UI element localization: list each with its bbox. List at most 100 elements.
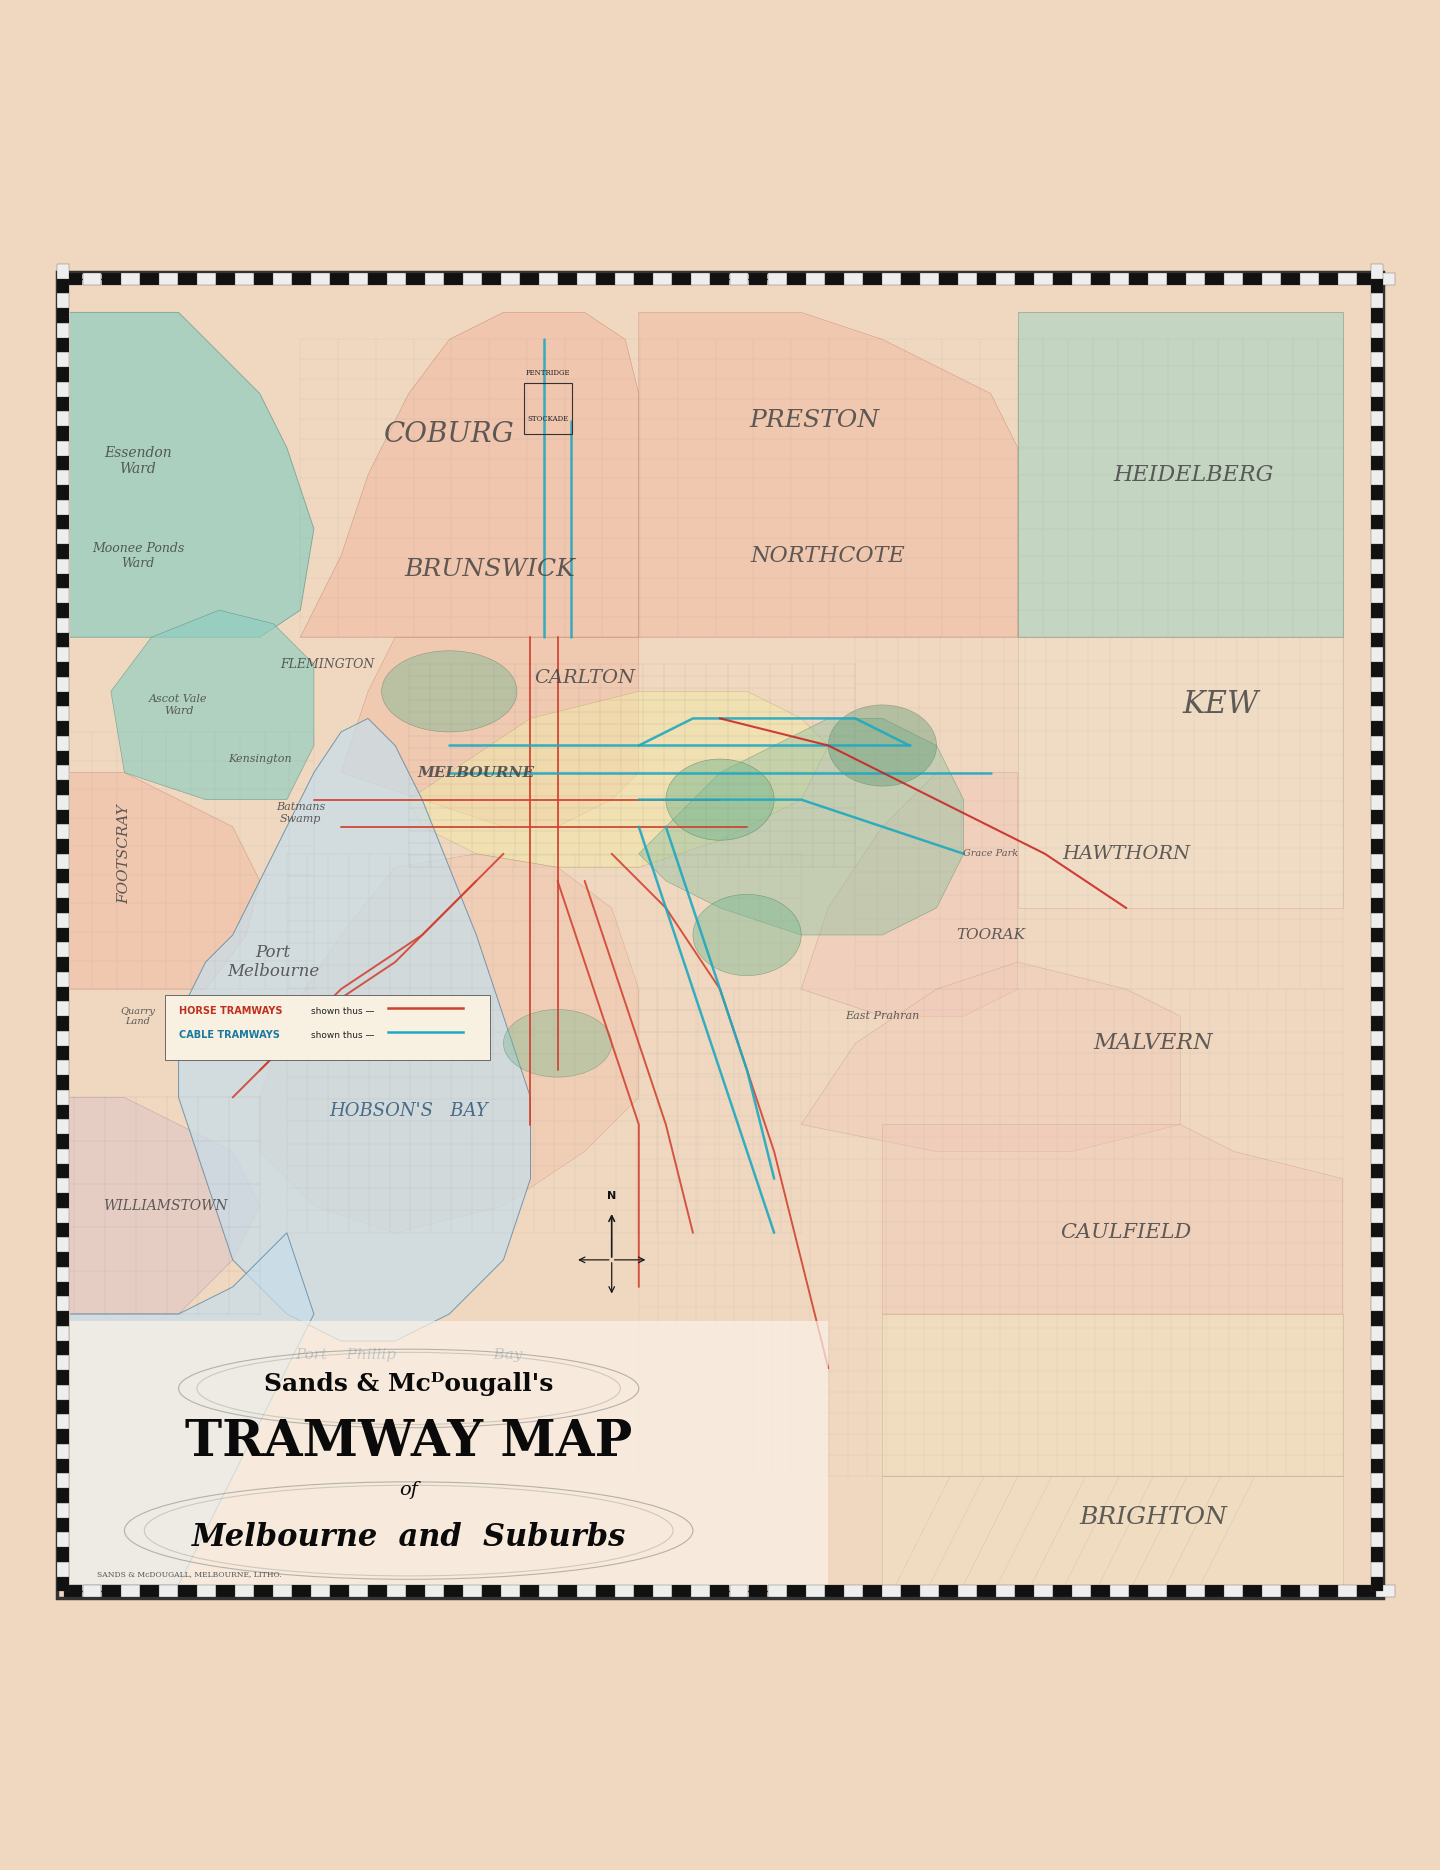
Bar xyxy=(1371,1489,1384,1503)
Bar xyxy=(1371,825,1384,840)
Bar xyxy=(1358,1584,1377,1597)
Bar xyxy=(482,1584,501,1597)
Bar xyxy=(1338,1584,1358,1597)
Text: Kensington: Kensington xyxy=(228,754,291,765)
Bar xyxy=(1282,1584,1300,1597)
Bar xyxy=(56,942,69,957)
Polygon shape xyxy=(179,718,530,1341)
Text: Moonee Ponds
Ward: Moonee Ponds Ward xyxy=(92,542,184,570)
Bar xyxy=(464,1584,482,1597)
Bar xyxy=(805,1584,825,1597)
Bar xyxy=(1371,1193,1384,1208)
Bar xyxy=(1034,1584,1053,1597)
Bar xyxy=(444,1584,464,1597)
Bar xyxy=(56,987,69,1002)
Bar xyxy=(56,972,69,987)
Bar xyxy=(56,499,69,514)
Bar xyxy=(635,1584,654,1597)
Text: N: N xyxy=(608,1191,616,1201)
Bar xyxy=(1148,1584,1166,1597)
Bar xyxy=(1371,529,1384,544)
Bar xyxy=(311,1584,330,1597)
Polygon shape xyxy=(301,312,639,638)
Polygon shape xyxy=(639,312,1018,638)
Bar xyxy=(1371,1386,1384,1401)
Bar xyxy=(1371,1503,1384,1518)
Bar xyxy=(1371,1000,1384,1015)
Bar xyxy=(292,1584,311,1597)
Bar xyxy=(482,273,501,286)
Text: FOOTSCRAY: FOOTSCRAY xyxy=(118,804,131,903)
Bar xyxy=(56,1120,69,1135)
Bar xyxy=(672,1584,691,1597)
Bar xyxy=(1371,1356,1384,1371)
Bar xyxy=(672,273,691,286)
Bar xyxy=(56,1208,69,1223)
Bar xyxy=(1371,913,1384,928)
Bar xyxy=(56,1045,69,1060)
Bar xyxy=(56,264,69,279)
Text: HORSE TRAMWAYS: HORSE TRAMWAYS xyxy=(179,1006,282,1015)
Bar xyxy=(863,273,881,286)
Bar xyxy=(1371,735,1384,750)
Bar xyxy=(56,662,69,677)
Bar xyxy=(1371,840,1384,855)
Bar xyxy=(1371,957,1384,972)
Bar xyxy=(56,1253,69,1268)
Bar xyxy=(1371,367,1384,381)
Bar xyxy=(1371,677,1384,692)
Bar xyxy=(121,1584,140,1597)
Bar xyxy=(56,1015,69,1030)
Bar xyxy=(369,273,387,286)
Bar xyxy=(1371,1444,1384,1459)
Polygon shape xyxy=(259,855,639,1232)
Bar xyxy=(1371,411,1384,426)
Text: CABLE TRAMWAYS: CABLE TRAMWAYS xyxy=(179,1030,279,1040)
Bar xyxy=(56,602,69,617)
Text: STOCKADE: STOCKADE xyxy=(527,415,569,423)
Bar xyxy=(56,1030,69,1045)
Bar xyxy=(1371,855,1384,868)
Bar xyxy=(1053,1584,1071,1597)
Bar xyxy=(901,1584,920,1597)
Bar xyxy=(1371,1060,1384,1075)
Bar xyxy=(1371,1296,1384,1311)
Polygon shape xyxy=(801,772,1018,1015)
Text: shown thus —: shown thus — xyxy=(311,1030,374,1040)
Bar xyxy=(253,273,272,286)
Bar xyxy=(56,484,69,499)
Bar xyxy=(56,1429,69,1444)
Bar xyxy=(1371,1281,1384,1296)
Bar xyxy=(56,529,69,544)
Bar xyxy=(1371,1266,1384,1281)
Bar xyxy=(1319,273,1338,286)
Polygon shape xyxy=(1018,312,1342,638)
Bar xyxy=(56,574,69,589)
Bar xyxy=(939,273,958,286)
Bar xyxy=(1371,1532,1384,1546)
Bar xyxy=(56,279,69,294)
Bar xyxy=(691,273,710,286)
Bar xyxy=(56,957,69,972)
Bar xyxy=(786,273,805,286)
Bar xyxy=(1371,1015,1384,1030)
Bar xyxy=(1371,484,1384,499)
Bar xyxy=(1371,928,1384,942)
Bar xyxy=(1371,647,1384,662)
Bar xyxy=(1371,1253,1384,1268)
Bar xyxy=(56,1281,69,1296)
Text: TRAMWAY MAP: TRAMWAY MAP xyxy=(186,1417,632,1468)
Bar xyxy=(539,273,559,286)
Bar xyxy=(56,913,69,928)
Bar xyxy=(1187,273,1205,286)
Bar xyxy=(1371,294,1384,309)
Bar xyxy=(197,273,216,286)
Bar xyxy=(216,1584,235,1597)
Bar xyxy=(1319,1584,1338,1597)
Bar xyxy=(56,426,69,441)
Bar xyxy=(577,1584,596,1597)
Bar xyxy=(1168,273,1187,286)
Text: TOORAK: TOORAK xyxy=(956,928,1025,942)
Bar xyxy=(56,750,69,765)
Text: BRIGHTON: BRIGHTON xyxy=(1079,1505,1227,1528)
